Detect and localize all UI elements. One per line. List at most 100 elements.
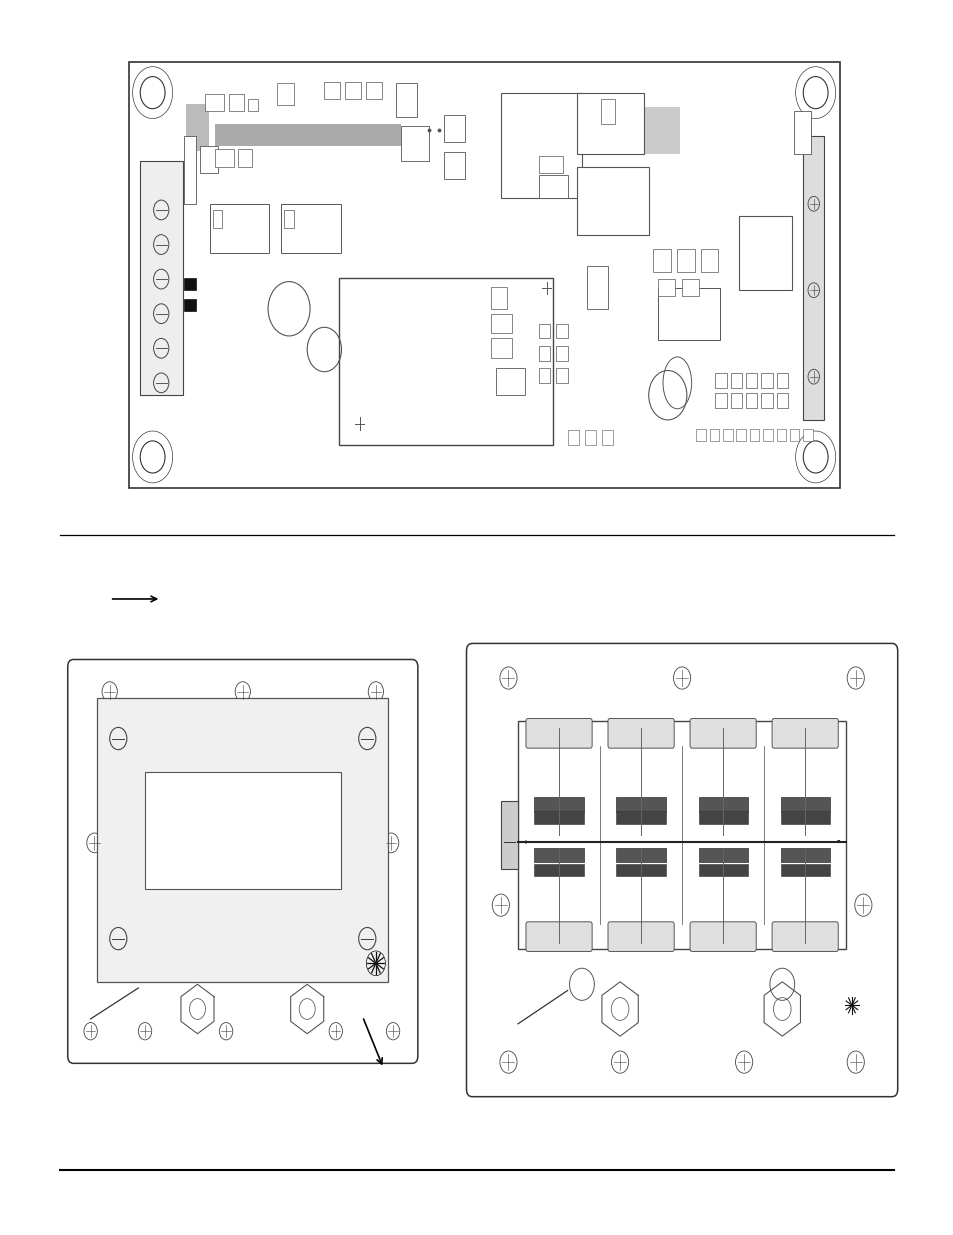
FancyBboxPatch shape	[466, 643, 897, 1097]
FancyBboxPatch shape	[607, 921, 674, 951]
Bar	[780, 847, 829, 862]
Bar	[184, 299, 195, 311]
Bar	[584, 430, 596, 445]
Bar	[698, 847, 747, 862]
Bar	[709, 429, 719, 441]
Bar	[491, 338, 512, 358]
Bar	[140, 161, 183, 395]
Bar	[534, 863, 583, 876]
Bar	[184, 278, 195, 290]
Bar	[556, 368, 567, 383]
Bar	[681, 279, 699, 296]
Bar	[97, 698, 388, 982]
Bar	[538, 156, 562, 173]
Bar	[443, 115, 464, 142]
Bar	[715, 373, 726, 388]
Bar	[653, 249, 670, 272]
Bar	[276, 83, 294, 105]
Bar	[366, 82, 381, 99]
Bar	[600, 99, 615, 124]
Bar	[739, 216, 791, 290]
Bar	[616, 863, 665, 876]
FancyBboxPatch shape	[689, 921, 756, 951]
Bar	[658, 288, 720, 340]
Bar	[762, 429, 772, 441]
Bar	[395, 83, 416, 117]
Bar	[789, 429, 799, 441]
Bar	[793, 111, 810, 154]
Bar	[586, 266, 607, 309]
Bar	[698, 863, 747, 876]
Bar	[129, 62, 839, 488]
Bar	[205, 94, 224, 111]
Bar	[698, 811, 747, 824]
Bar	[534, 798, 583, 813]
Bar	[730, 393, 741, 408]
Bar	[284, 210, 294, 228]
Bar	[238, 149, 252, 167]
Bar	[745, 373, 757, 388]
Bar	[538, 175, 567, 198]
Bar	[776, 429, 785, 441]
Bar	[214, 124, 400, 146]
Bar	[538, 368, 550, 383]
Bar	[760, 373, 772, 388]
FancyBboxPatch shape	[771, 921, 838, 951]
Bar	[745, 393, 757, 408]
Bar	[214, 149, 233, 167]
FancyBboxPatch shape	[689, 719, 756, 748]
FancyBboxPatch shape	[68, 659, 417, 1063]
FancyBboxPatch shape	[525, 921, 592, 951]
Bar	[491, 314, 512, 333]
Bar	[517, 721, 845, 948]
Bar	[567, 430, 578, 445]
Bar	[776, 373, 787, 388]
Bar	[324, 82, 339, 99]
Bar	[210, 204, 269, 253]
Bar	[736, 429, 745, 441]
Bar	[538, 346, 550, 361]
Bar	[577, 93, 643, 154]
Bar	[643, 107, 679, 154]
FancyBboxPatch shape	[771, 719, 838, 748]
Bar	[556, 346, 567, 361]
Bar	[145, 772, 340, 889]
FancyBboxPatch shape	[525, 719, 592, 748]
Bar	[577, 167, 648, 235]
Bar	[601, 430, 613, 445]
Bar	[186, 104, 209, 151]
Bar	[500, 800, 517, 869]
Bar	[213, 210, 222, 228]
Bar	[780, 798, 829, 813]
Bar	[715, 393, 726, 408]
Bar	[677, 249, 694, 272]
Bar	[281, 204, 340, 253]
Bar	[338, 278, 553, 445]
Bar	[696, 429, 705, 441]
Bar	[780, 863, 829, 876]
Bar	[700, 249, 718, 272]
Text: -: -	[836, 837, 840, 846]
Bar	[760, 393, 772, 408]
Bar	[534, 847, 583, 862]
Bar	[698, 798, 747, 813]
Bar	[730, 373, 741, 388]
Bar	[229, 94, 244, 111]
Bar	[616, 847, 665, 862]
Bar	[443, 152, 464, 179]
Bar	[534, 811, 583, 824]
Bar	[556, 324, 567, 338]
Bar	[780, 811, 829, 824]
Bar	[722, 429, 732, 441]
FancyBboxPatch shape	[607, 719, 674, 748]
Bar	[749, 429, 759, 441]
Bar	[345, 82, 360, 99]
Bar	[616, 798, 665, 813]
Bar	[538, 324, 550, 338]
Bar	[802, 136, 823, 420]
Bar	[776, 393, 787, 408]
Bar	[248, 99, 257, 111]
Bar	[491, 287, 506, 309]
Bar	[500, 93, 581, 198]
Bar	[400, 126, 429, 161]
